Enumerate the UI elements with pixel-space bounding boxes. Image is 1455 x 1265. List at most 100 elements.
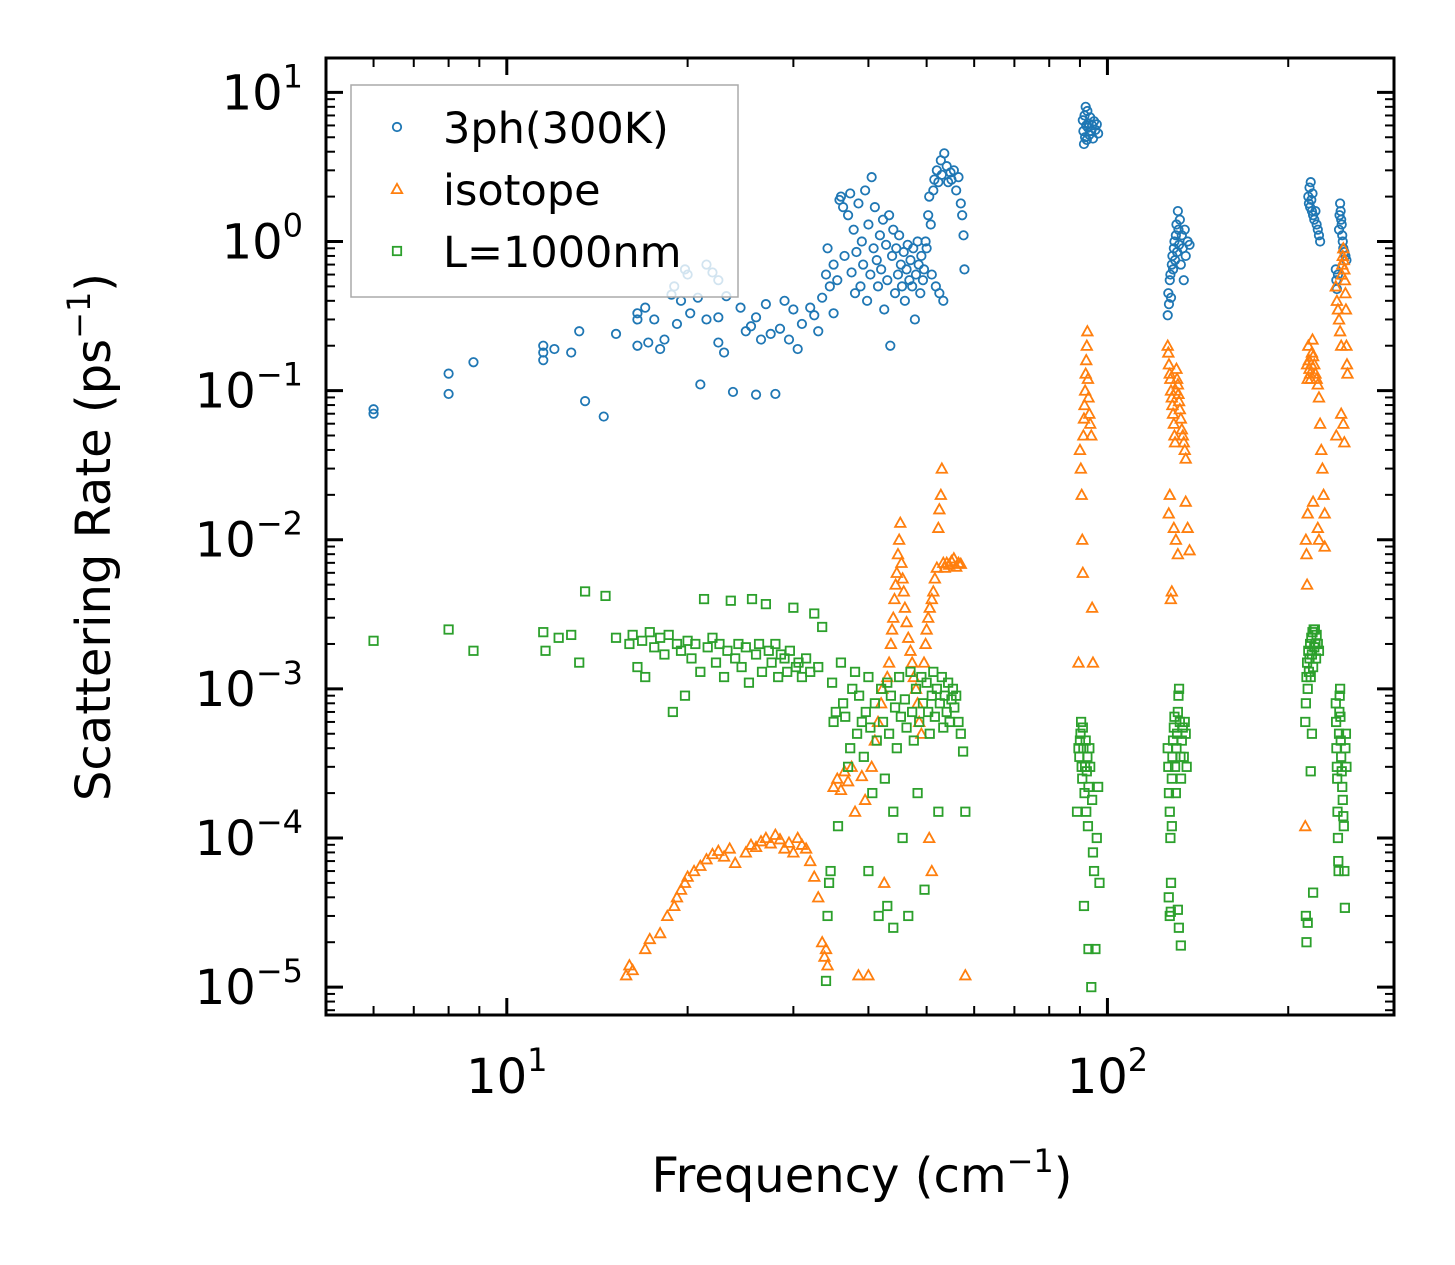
data-point: [750, 389, 762, 400]
data-point: [1082, 406, 1097, 419]
data-point: [947, 683, 959, 694]
data-point: [1305, 332, 1320, 345]
data-point: [1305, 177, 1316, 188]
data-point: [923, 600, 937, 613]
data-point: [886, 610, 901, 623]
data-point: [863, 219, 874, 230]
data-point: [1088, 865, 1100, 877]
x-axis-title-end: ): [1054, 1148, 1073, 1204]
data-point: [862, 295, 873, 306]
data-point: [957, 210, 968, 221]
data-point: [1078, 900, 1090, 912]
data-point: [1167, 520, 1181, 533]
data-point: [848, 804, 862, 817]
data-point: [813, 661, 824, 673]
data-point: [873, 910, 884, 922]
data-point: [765, 328, 776, 340]
data-point: [1170, 787, 1181, 799]
data-point: [1074, 461, 1088, 474]
data-point: [1083, 416, 1097, 429]
data-point: [1081, 134, 1092, 145]
y-axis-title-main: Scattering Rate (ps: [66, 339, 122, 801]
data-point: [817, 949, 832, 962]
data-point: [1071, 655, 1086, 668]
tick-label-base: 10: [222, 65, 283, 121]
data-point: [882, 275, 893, 286]
data-point: [1083, 781, 1094, 793]
data-point: [928, 666, 939, 677]
data-point: [1338, 273, 1352, 286]
data-point: [861, 968, 876, 981]
data-point: [627, 629, 638, 641]
data-point: [856, 716, 867, 728]
data-point: [735, 302, 746, 313]
data-point: [368, 635, 379, 646]
data-point: [1312, 532, 1326, 545]
data-point: [864, 759, 879, 772]
data-point: [643, 931, 657, 945]
data-point: [1334, 210, 1345, 221]
data-point: [632, 314, 643, 325]
data-point: [923, 210, 934, 221]
data-point: [540, 645, 551, 656]
tick-label-base: 10: [195, 513, 256, 569]
data-point: [468, 645, 479, 656]
data-point: [713, 312, 724, 323]
data-point: [1168, 435, 1182, 448]
y-tick-label: 10−3: [195, 654, 303, 718]
data-point: [824, 281, 835, 292]
data-point: [1337, 781, 1348, 793]
data-point: [1176, 230, 1187, 241]
data-point: [763, 645, 774, 656]
data-point: [710, 657, 722, 668]
data-point: [1081, 390, 1096, 403]
data-point: [955, 198, 966, 209]
data-point: [713, 337, 724, 348]
legend-marker-1: [391, 121, 403, 133]
data-point: [574, 657, 585, 668]
data-point: [879, 773, 890, 784]
data-point: [889, 288, 901, 299]
data-point: [872, 281, 884, 292]
data-point: [1086, 655, 1100, 668]
data-point: [443, 624, 454, 635]
data-point: [1083, 943, 1094, 955]
data-point: [1338, 286, 1353, 299]
data-point: [886, 250, 898, 262]
data-point: [638, 941, 652, 955]
data-point: [538, 627, 549, 638]
data-point: [1340, 728, 1352, 739]
data-point: [898, 600, 912, 613]
data-point: [926, 584, 941, 597]
data-point: [1305, 766, 1316, 777]
data-point: [1339, 902, 1350, 913]
data-point: [1300, 698, 1311, 709]
data-point: [1166, 821, 1177, 832]
data-point: [1179, 716, 1190, 728]
data-point: [925, 219, 936, 230]
y-axis-title-end: ): [66, 273, 122, 292]
data-point: [1175, 773, 1187, 784]
data-point: [817, 292, 828, 303]
data-point: [1082, 821, 1094, 832]
data-point: [368, 408, 379, 419]
data-point: [926, 269, 937, 280]
data-point: [895, 571, 910, 584]
data-point: [914, 716, 925, 728]
data-point: [868, 243, 879, 254]
data-point: [1309, 624, 1320, 635]
data-point: [1180, 728, 1191, 739]
data-point: [955, 728, 966, 739]
data-point: [1300, 716, 1311, 728]
data-point: [1164, 275, 1175, 286]
data-point: [1178, 451, 1193, 464]
data-point: [598, 411, 609, 422]
data-point: [938, 722, 949, 733]
data-point: [792, 343, 803, 355]
data-point: [851, 968, 866, 981]
data-point: [885, 622, 899, 635]
data-point: [707, 632, 718, 643]
data-point: [849, 666, 861, 677]
data-point: [826, 779, 841, 792]
data-point: [957, 746, 969, 757]
